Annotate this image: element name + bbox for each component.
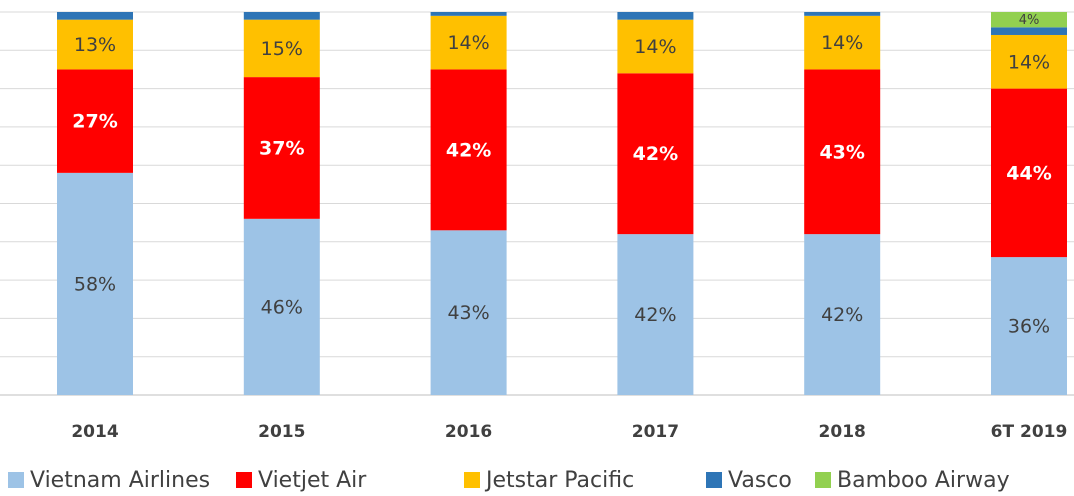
data-label: 14% <box>1008 51 1050 73</box>
data-label: 42% <box>446 139 491 161</box>
data-label: 14% <box>821 32 863 54</box>
data-label: 36% <box>1008 316 1050 338</box>
bar-segment <box>430 230 507 395</box>
x-tick-label: 6T 2019 <box>991 422 1068 442</box>
data-label: 46% <box>261 296 303 318</box>
legend-label: Bamboo Airway <box>837 468 1010 493</box>
data-label: 13% <box>74 34 116 56</box>
bar-segment <box>430 12 507 16</box>
data-label: 14% <box>634 36 676 58</box>
bar-segment <box>617 73 694 235</box>
data-label: 42% <box>634 304 676 326</box>
data-label: 37% <box>259 137 304 159</box>
bar-segment <box>804 12 881 16</box>
data-label: 42% <box>633 143 678 165</box>
bar-segment <box>57 69 133 173</box>
bar-segment <box>57 12 133 20</box>
data-label: 14% <box>447 32 489 54</box>
x-tick-label: 2016 <box>445 422 492 442</box>
legend-swatch <box>236 472 252 488</box>
bar-segment <box>617 19 694 74</box>
bar-segment <box>243 77 320 219</box>
bar-segment <box>617 234 694 395</box>
legend-label: Vietjet Air <box>258 468 367 493</box>
bar-segment <box>243 19 320 78</box>
bar-segment <box>991 257 1067 395</box>
legend-label: Jetstar Pacific <box>484 468 634 493</box>
bar-segment <box>243 218 320 395</box>
x-tick-label: 2015 <box>258 422 305 442</box>
bar-segment <box>804 234 881 395</box>
bar-segment <box>991 27 1067 35</box>
x-tick-label: 2017 <box>632 422 679 442</box>
bar-segment <box>804 15 881 70</box>
data-label: 43% <box>447 302 489 324</box>
legend-swatch <box>8 472 24 488</box>
bar-segment <box>430 15 507 70</box>
legend-label: Vasco <box>728 468 792 493</box>
data-label: 4% <box>1019 13 1040 28</box>
legend-label: Vietnam Airlines <box>30 468 210 493</box>
legend-swatch <box>464 472 480 488</box>
bar-segment <box>991 12 1067 28</box>
data-label: 44% <box>1006 162 1051 184</box>
bar-segment <box>243 12 320 20</box>
legend-swatch <box>815 472 831 488</box>
bar-segment <box>617 12 694 20</box>
data-label: 27% <box>72 111 117 133</box>
data-label: 43% <box>819 141 864 163</box>
data-label: 15% <box>261 38 303 60</box>
bar-segment <box>991 88 1067 258</box>
bar-segment <box>804 69 881 235</box>
x-tick-label: 2014 <box>71 422 118 442</box>
legend-swatch <box>706 472 722 488</box>
data-label: 42% <box>821 304 863 326</box>
bar-segment <box>57 172 133 395</box>
x-tick-label: 2018 <box>819 422 866 442</box>
bar-segment <box>430 69 507 231</box>
data-label: 58% <box>74 273 116 295</box>
bar-segment <box>991 34 1067 89</box>
bar-segment <box>57 19 133 70</box>
